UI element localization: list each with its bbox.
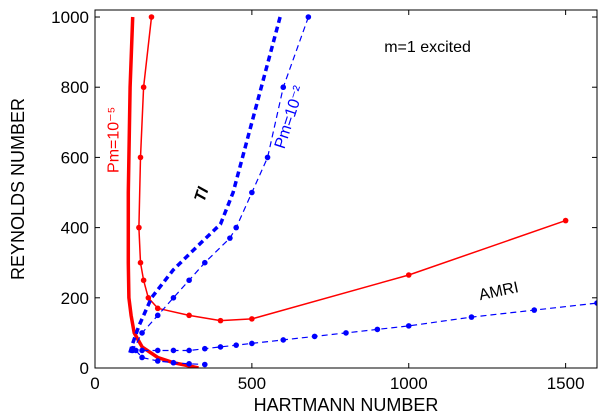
x-tick-label: 500 <box>238 374 266 393</box>
axes <box>94 9 598 369</box>
series-line <box>132 16 309 351</box>
data-point <box>154 347 161 354</box>
y-tick-label: 200 <box>61 289 89 308</box>
data-point <box>305 14 312 20</box>
series-5 <box>132 347 208 368</box>
x-axis-label: HARTMANN NUMBER <box>254 395 439 415</box>
data-point <box>468 314 475 320</box>
y-tick-label: 600 <box>61 148 89 167</box>
data-point <box>217 344 224 350</box>
y-ticks: 0 200 400 600 800 1000 <box>51 8 597 378</box>
data-point <box>154 358 161 364</box>
data-point <box>233 342 239 348</box>
data-point <box>202 259 208 266</box>
data-point <box>170 347 177 354</box>
x-ticks: 0 500 1000 1500 <box>90 10 585 393</box>
annotation-label: Pm=10⁻⁵ <box>106 107 123 173</box>
data-point <box>136 224 142 231</box>
data-point <box>227 235 233 241</box>
data-point <box>562 217 569 224</box>
annotation-label: m=1 excited <box>384 39 471 56</box>
data-point <box>343 330 349 336</box>
series-line <box>127 16 282 355</box>
data-point <box>186 360 192 367</box>
data-point <box>217 317 224 324</box>
data-point <box>264 154 271 161</box>
data-point <box>186 277 192 284</box>
data-point <box>154 305 161 312</box>
data-point <box>137 154 144 161</box>
data-point <box>132 347 139 354</box>
plot-area <box>126 14 597 368</box>
x-tick-label: 1500 <box>547 374 585 393</box>
data-point <box>594 300 597 306</box>
data-point <box>140 84 147 91</box>
x-tick-label: 1000 <box>390 374 428 393</box>
data-point <box>139 330 145 336</box>
data-point <box>531 307 538 313</box>
data-point <box>139 347 145 354</box>
y-tick-label: 800 <box>61 78 89 97</box>
y-axis-label: REYNOLDS NUMBER <box>8 98 28 280</box>
data-point <box>170 359 177 366</box>
data-point <box>202 361 208 368</box>
data-point <box>405 272 412 278</box>
data-point <box>249 340 255 347</box>
series-0 <box>126 16 199 368</box>
data-point <box>148 14 155 20</box>
data-point <box>170 295 177 301</box>
series-line <box>132 302 597 352</box>
series-line <box>135 350 205 366</box>
data-point <box>249 189 255 196</box>
data-point <box>233 224 239 231</box>
data-point <box>280 84 287 91</box>
data-point <box>139 354 145 361</box>
series-2 <box>127 16 282 355</box>
data-point <box>186 312 192 319</box>
data-point <box>311 333 318 340</box>
annotation-label: TI <box>192 185 213 204</box>
y-tick-label: 400 <box>61 219 89 238</box>
data-point <box>249 316 255 322</box>
data-point <box>145 295 152 301</box>
data-point <box>140 277 147 284</box>
data-point <box>154 312 161 319</box>
y-tick-label: 0 <box>80 359 89 378</box>
data-point <box>137 259 144 266</box>
axes-frame <box>94 9 598 369</box>
y-tick-label: 1000 <box>51 8 89 27</box>
data-point <box>374 326 381 333</box>
data-point <box>186 347 192 354</box>
series-1 <box>136 14 569 324</box>
data-point <box>405 323 412 329</box>
series-4 <box>129 300 597 354</box>
series-3 <box>129 14 312 354</box>
data-point <box>202 345 208 352</box>
data-point <box>280 337 287 343</box>
x-tick-label: 0 <box>90 374 99 393</box>
series-line <box>126 16 199 368</box>
